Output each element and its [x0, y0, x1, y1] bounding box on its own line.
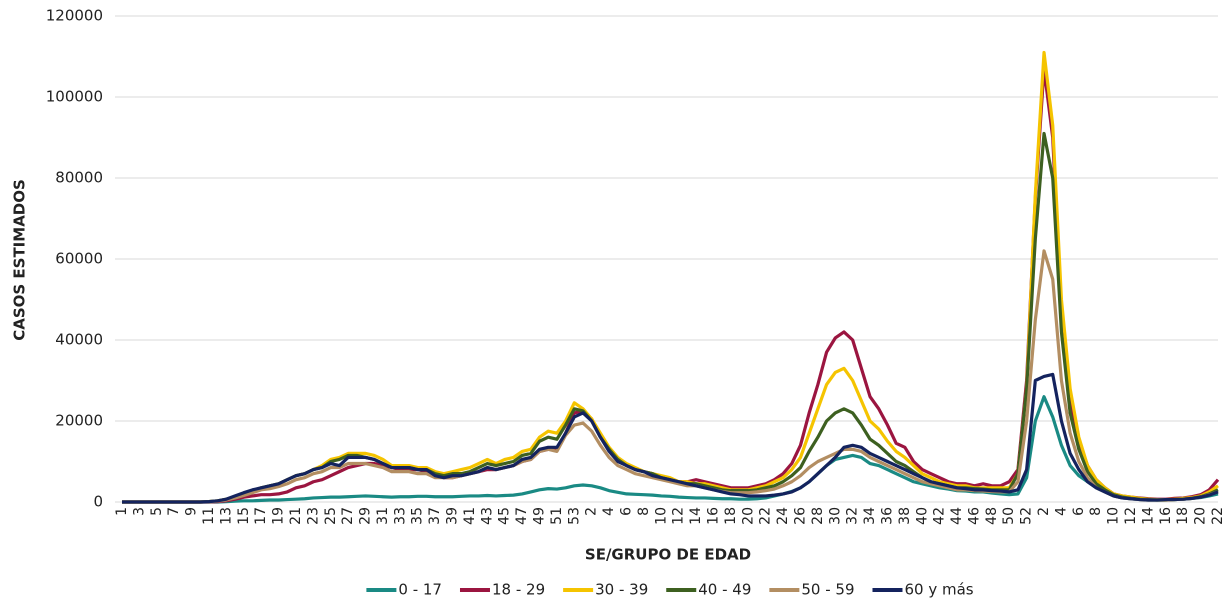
x-tick-label: 8 [1088, 507, 1104, 516]
x-tick-label: 20 [1193, 507, 1209, 525]
x-tick-label: 30 [827, 507, 843, 525]
x-tick-label: 2 [584, 507, 600, 516]
y-tick-label: 40000 [55, 331, 103, 349]
x-tick-label: 19 [271, 507, 287, 525]
x-tick-label: 10 [653, 507, 669, 525]
y-tick-label: 20000 [55, 412, 103, 430]
x-tick-label: 51 [549, 507, 565, 525]
x-tick-label: 4 [1053, 507, 1069, 516]
x-tick-label: 9 [184, 507, 200, 516]
x-tick-label: 49 [532, 507, 548, 525]
x-tick-label: 26 [792, 507, 808, 525]
x-tick-label: 36 [879, 507, 895, 525]
x-tick-label: 37 [427, 507, 443, 525]
x-tick-label: 4 [601, 507, 617, 516]
x-tick-label: 11 [201, 507, 217, 525]
series-line [122, 395, 1219, 504]
x-tick-label: 3 [131, 507, 147, 516]
y-tick-label: 80000 [55, 169, 103, 187]
legend: 0 - 17 18 - 29 30 - 39 40 - 49 50 - 59 60 y m… [366, 581, 974, 599]
legend-label: 60 y más [904, 581, 973, 599]
x-tick-label: 25 [323, 507, 339, 525]
x-tick-label: 48 [984, 507, 1000, 525]
x-tick-label: 12 [671, 507, 687, 525]
x-tick-label: 50 [1001, 507, 1017, 525]
x-tick-label: 47 [514, 507, 530, 525]
legend-label: 50 - 59 [801, 581, 854, 599]
x-tick-label: 18 [1175, 507, 1191, 525]
x-tick-label: 18 [723, 507, 739, 525]
x-tick-label: 8 [636, 507, 652, 516]
x-tick-label: 53 [566, 507, 582, 525]
x-tick-label: 33 [392, 507, 408, 525]
y-tick-label: 120000 [46, 7, 103, 25]
x-tick-label: 22 [758, 507, 774, 525]
x-tick-label: 39 [445, 507, 461, 525]
x-tick-label: 29 [358, 507, 374, 525]
legend-label: 30 - 39 [595, 581, 648, 599]
y-tick-label: 60000 [55, 250, 103, 268]
x-tick-label: 1 [114, 507, 130, 516]
x-tick-label: 7 [166, 507, 182, 516]
x-tick-label: 16 [1158, 507, 1174, 525]
x-tick-label: 15 [236, 507, 252, 525]
x-tick-label: 21 [288, 507, 304, 525]
x-tick-label: 31 [375, 507, 391, 525]
x-tick-label: 2 [1036, 507, 1052, 516]
x-tick-label: 38 [897, 507, 913, 525]
x-tick-label: 40 [914, 507, 930, 525]
x-tick-label: 32 [845, 507, 861, 525]
x-tick-label: 45 [497, 507, 513, 525]
legend-label: 18 - 29 [492, 581, 545, 599]
y-tick-label: 0 [93, 493, 103, 511]
x-tick-label: 43 [479, 507, 495, 525]
x-tick-label: 34 [862, 507, 878, 525]
x-tick-label: 5 [149, 507, 165, 516]
x-tick-label: 28 [810, 507, 826, 525]
y-tick-label: 100000 [46, 88, 103, 106]
x-tick-label: 42 [932, 507, 948, 525]
x-tick-label: 46 [966, 507, 982, 525]
x-tick-label: 20 [740, 507, 756, 525]
x-tick-label: 6 [1071, 507, 1087, 516]
x-tick-label: 14 [688, 507, 704, 525]
x-tick-label: 12 [1123, 507, 1139, 525]
legend-label: 0 - 17 [398, 581, 442, 599]
x-tick-label: 52 [1019, 507, 1035, 525]
x-axis-title: SE/GRUPO DE EDAD [585, 546, 751, 564]
x-tick-label: 14 [1140, 507, 1156, 525]
x-tick-label: 23 [305, 507, 321, 525]
x-tick-label: 10 [1106, 507, 1122, 525]
x-tick-label: 22 [1210, 507, 1225, 525]
x-tick-label: 13 [218, 507, 234, 525]
x-tick-label: 35 [410, 507, 426, 525]
x-tick-label: 44 [949, 507, 965, 525]
series-line [122, 372, 1219, 504]
x-tick-label: 24 [775, 507, 791, 525]
legend-label: 40 - 49 [698, 581, 751, 599]
x-tick-label: 16 [705, 507, 721, 525]
x-tick-label: 27 [340, 507, 356, 525]
x-tick-label: 17 [253, 507, 269, 525]
series-line [122, 131, 1219, 504]
y-axis-title: CASOS ESTIMADOS [11, 179, 29, 341]
x-tick-label: 41 [462, 507, 478, 525]
x-tick-label: 6 [619, 507, 635, 516]
series-line [122, 249, 1219, 504]
